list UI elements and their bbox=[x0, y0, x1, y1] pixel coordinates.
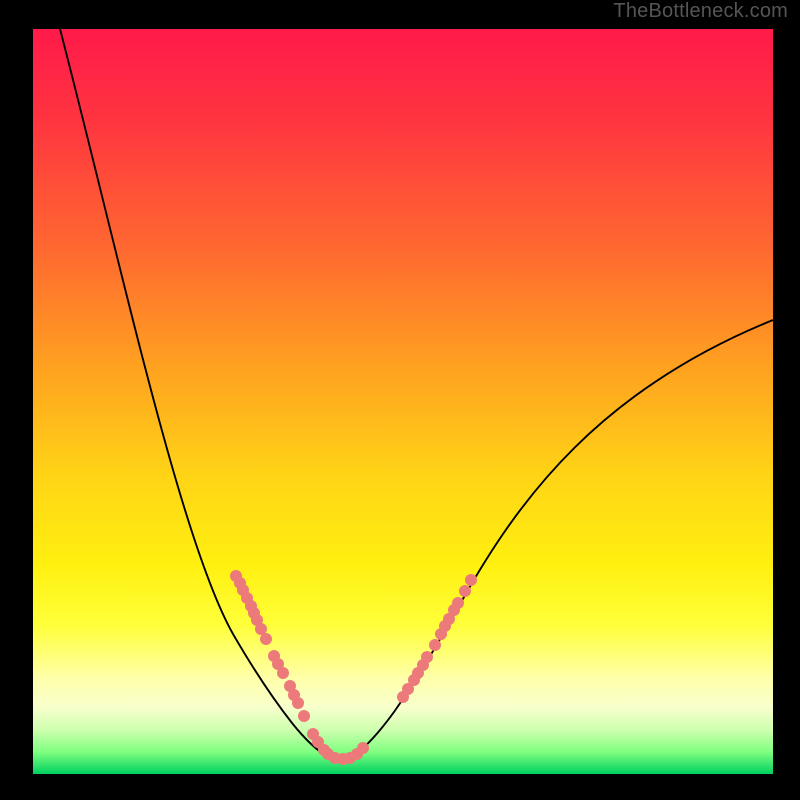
marker-right bbox=[429, 639, 441, 651]
watermark-text: TheBottleneck.com bbox=[613, 0, 788, 23]
chart-gradient-area bbox=[33, 29, 773, 774]
marker-left bbox=[260, 633, 272, 645]
marker-right bbox=[465, 574, 477, 586]
marker-left bbox=[298, 710, 310, 722]
marker-right bbox=[452, 597, 464, 609]
marker-right bbox=[459, 585, 471, 597]
marker-bottom bbox=[357, 742, 369, 754]
marker-left bbox=[277, 667, 289, 679]
marker-left bbox=[292, 697, 304, 709]
marker-right bbox=[421, 651, 433, 663]
